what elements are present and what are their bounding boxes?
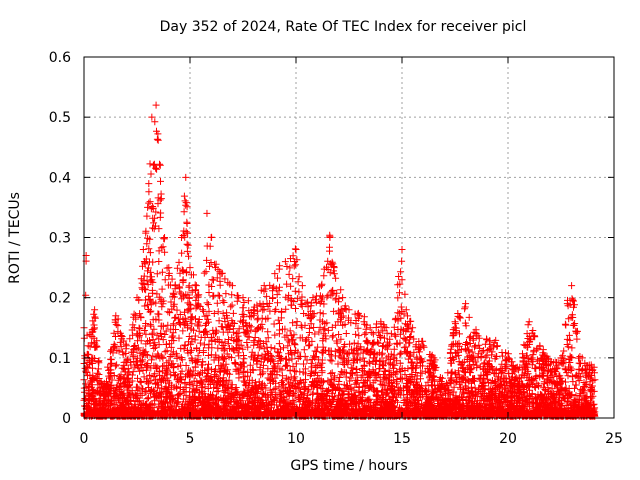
peak-marker (122, 342, 130, 350)
peak-marker (156, 161, 164, 169)
peak-marker (91, 306, 99, 314)
x-tick-label: 5 (186, 431, 195, 447)
peak-marker (228, 282, 236, 290)
x-axis-label: GPS time / hours (290, 458, 407, 474)
peak-marker (483, 336, 491, 344)
peak-marker (345, 306, 353, 314)
peak-marker (199, 306, 207, 314)
peak-marker (161, 234, 169, 241)
peak-marker (440, 384, 448, 392)
chart-title: Day 352 of 2024, Rate Of TEC Index for r… (160, 19, 527, 35)
peak-marker (430, 354, 438, 362)
x-tick-label: 10 (287, 431, 305, 447)
y-axis-label: ROTI / TECUs (7, 192, 23, 284)
peak-marker (298, 282, 306, 290)
peak-marker (356, 312, 364, 320)
peak-marker (377, 318, 385, 326)
peak-marker (260, 282, 268, 290)
peak-marker (192, 282, 200, 290)
peak-marker (563, 300, 571, 308)
peak-marker (203, 209, 211, 217)
peak-marker (546, 360, 554, 368)
peak-marker (409, 324, 417, 332)
peak-marker (326, 234, 334, 241)
y-tick-label: 0 (62, 411, 71, 427)
y-tick-label: 0.2 (49, 291, 71, 307)
peak-marker (182, 173, 190, 181)
peak-marker (148, 113, 156, 121)
peak-marker (250, 306, 258, 314)
data-points (80, 101, 599, 420)
y-tick-label: 0.5 (49, 110, 71, 126)
peak-marker (178, 234, 186, 241)
peak-marker (493, 342, 501, 350)
x-tick-label: 25 (605, 431, 623, 447)
scatter-markers (80, 118, 599, 420)
peak-marker (536, 342, 544, 350)
peak-marker (239, 294, 247, 302)
peak-marker (330, 264, 338, 272)
y-tick-label: 0.3 (49, 231, 71, 247)
peak-marker (504, 354, 512, 362)
peak-marker (525, 318, 533, 326)
peak-marker (144, 203, 152, 211)
x-tick-label: 0 (80, 431, 89, 447)
peak-marker (171, 282, 179, 290)
peak-marker (112, 312, 120, 320)
peak-marker (317, 282, 325, 290)
x-tick-label: 15 (393, 431, 411, 447)
peak-marker (207, 234, 215, 241)
peak-marker (402, 306, 410, 314)
peak-marker (339, 294, 347, 302)
peak-marker (211, 264, 219, 272)
peak-marker (568, 282, 576, 290)
peak-marker (165, 264, 173, 272)
peak-marker (419, 342, 427, 350)
x-tick-label: 20 (499, 431, 517, 447)
peak-marker (451, 318, 459, 326)
peak-marker (84, 342, 92, 350)
peak-marker (97, 378, 105, 386)
peak-marker (133, 294, 141, 302)
peak-marker (589, 366, 597, 374)
peak-marker (515, 366, 523, 374)
peak-marker (578, 354, 586, 362)
peak-marker (462, 300, 470, 308)
peak-marker (557, 354, 565, 362)
peak-marker (186, 264, 194, 272)
y-tick-label: 0.6 (49, 50, 71, 66)
peak-marker (218, 270, 226, 278)
peak-marker (292, 246, 300, 254)
peak-marker (152, 101, 160, 109)
peak-marker (472, 330, 480, 338)
peak-marker (101, 384, 109, 392)
y-tick-label: 0.4 (49, 170, 71, 186)
y-tick-label: 0.1 (49, 351, 71, 367)
peak-marker (387, 330, 395, 338)
peak-marker (309, 294, 317, 302)
axis-ticks: 0 5 10 15 20 25 0 0.1 0.2 0.3 0.4 0.5 0.6 (49, 50, 623, 447)
peak-marker (398, 246, 406, 254)
peak-marker (139, 246, 147, 254)
peak-marker (271, 270, 279, 278)
peak-marker (281, 258, 289, 266)
peak-marker (366, 324, 374, 332)
